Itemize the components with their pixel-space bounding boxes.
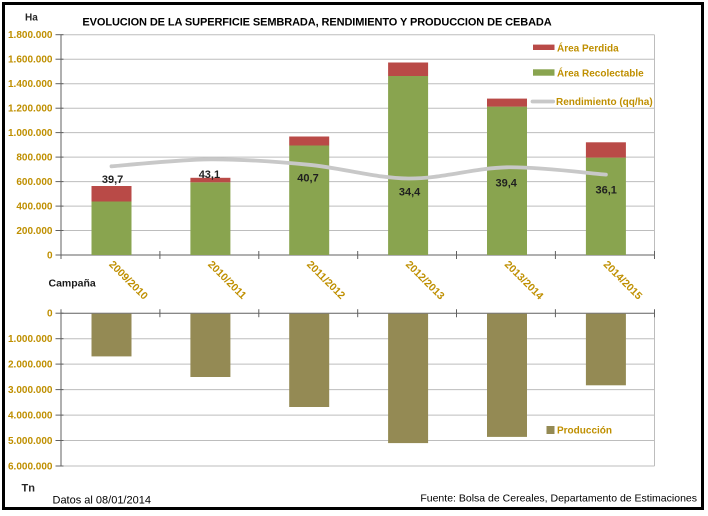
svg-text:43,1: 43,1 <box>199 169 220 181</box>
svg-text:39,7: 39,7 <box>102 174 123 186</box>
svg-text:1.400.000: 1.400.000 <box>8 79 53 90</box>
svg-text:6.000.000: 6.000.000 <box>8 462 53 473</box>
svg-text:Producción: Producción <box>557 426 612 437</box>
svg-text:1.000.000: 1.000.000 <box>8 334 53 345</box>
svg-text:36,1: 36,1 <box>595 184 616 196</box>
svg-text:34,4: 34,4 <box>399 187 421 199</box>
svg-text:800.000: 800.000 <box>16 153 53 164</box>
svg-text:Ha: Ha <box>25 13 38 24</box>
svg-text:Tn: Tn <box>22 483 36 495</box>
svg-text:3.000.000: 3.000.000 <box>8 385 53 396</box>
svg-text:Datos al 08/01/2014: Datos al 08/01/2014 <box>53 495 151 507</box>
svg-text:1.000.000: 1.000.000 <box>8 128 53 139</box>
svg-text:5.000.000: 5.000.000 <box>8 436 53 447</box>
svg-text:EVOLUCION DE LA SUPERFICIE SEM: EVOLUCION DE LA SUPERFICIE SEMBRADA, REN… <box>82 17 551 29</box>
svg-text:0: 0 <box>47 251 53 262</box>
svg-text:Área Perdida: Área Perdida <box>557 42 619 55</box>
svg-text:200.000: 200.000 <box>16 226 53 237</box>
svg-text:600.000: 600.000 <box>16 177 53 188</box>
svg-text:1.200.000: 1.200.000 <box>8 104 53 115</box>
svg-text:2.000.000: 2.000.000 <box>8 360 53 371</box>
svg-text:400.000: 400.000 <box>16 202 53 213</box>
svg-text:Área Recolectable: Área Recolectable <box>557 67 644 80</box>
svg-text:1.600.000: 1.600.000 <box>8 55 53 66</box>
svg-text:Fuente: Bolsa de Cereales, Dep: Fuente: Bolsa de Cereales, Departamento … <box>420 493 697 505</box>
svg-text:Rendimiento (qq/ha): Rendimiento (qq/ha) <box>556 97 653 108</box>
svg-text:40,7: 40,7 <box>297 173 318 185</box>
svg-text:39,4: 39,4 <box>495 178 517 190</box>
svg-text:0: 0 <box>47 309 53 320</box>
svg-text:4.000.000: 4.000.000 <box>8 411 53 422</box>
svg-text:1.800.000: 1.800.000 <box>8 30 53 41</box>
svg-text:Campaña: Campaña <box>49 278 96 290</box>
